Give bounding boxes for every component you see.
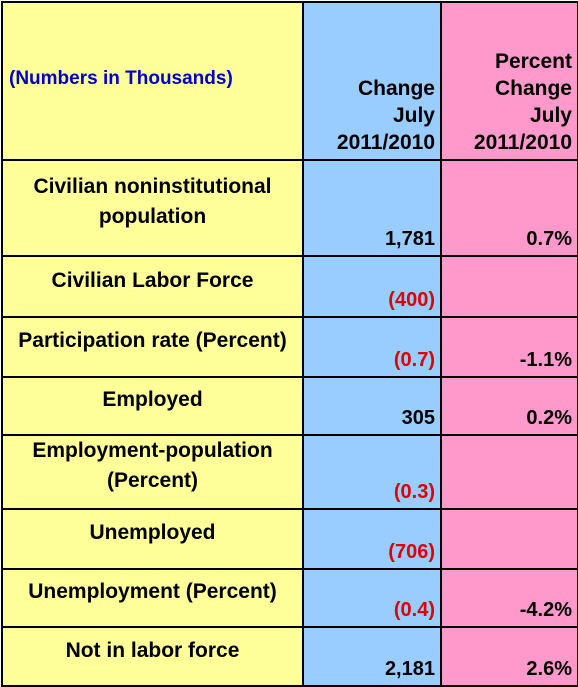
- percent-change-value: -4.2%: [440, 568, 578, 628]
- row-label: Unemployed: [89, 521, 216, 544]
- row-label: Not in labor force: [65, 638, 240, 662]
- percent-header-line: Percent: [494, 50, 572, 73]
- percent-change-value: [440, 508, 578, 570]
- change-value: (706): [302, 508, 442, 570]
- table-row: Participation rate (Percent) (0.7) -1.1%: [1, 316, 578, 378]
- row-label-cell: Unemployment (Percent): [1, 568, 304, 628]
- table-row: Unemployment (Percent) (0.4) -4.2%: [1, 568, 578, 628]
- percent-header-line: July: [529, 104, 572, 127]
- row-label-cell: Civilian Labor Force: [1, 255, 304, 318]
- row-label: Civilian noninstitutional population: [33, 175, 272, 228]
- row-label-cell: Participation rate (Percent): [1, 316, 304, 378]
- table-row: Civilian Labor Force (400): [1, 255, 578, 318]
- row-label-cell: Civilian noninstitutional population: [1, 159, 304, 257]
- percent-change-header: Percent Change July 2011/2010: [440, 1, 578, 161]
- row-label: Employed: [102, 388, 203, 411]
- row-label: Participation rate (Percent): [18, 329, 287, 352]
- change-header: Change July 2011/2010: [302, 1, 442, 161]
- change-value: (400): [302, 255, 442, 318]
- change-value: (0.3): [302, 434, 442, 510]
- table-row: Unemployed (706): [1, 508, 578, 570]
- header-row: (Numbers in Thousands) Change July 2011/…: [1, 1, 578, 161]
- table-row: Not in labor force 2,181 2.6%: [1, 626, 578, 687]
- table-row: Civilian noninstitutional population 1,78…: [1, 159, 578, 257]
- change-value: (0.7): [302, 316, 442, 378]
- row-label-cell: Unemployed: [1, 508, 304, 570]
- row-label-cell: Employment-population (Percent): [1, 434, 304, 510]
- units-header: (Numbers in Thousands): [1, 1, 304, 161]
- percent-header-line: Change: [494, 77, 572, 100]
- change-value: 305: [302, 376, 442, 436]
- table-row: Employed 305 0.2%: [1, 376, 578, 436]
- row-label-cell: Not in labor force: [1, 626, 304, 687]
- change-header-line: July: [392, 104, 435, 127]
- change-header-line: Change: [357, 77, 435, 100]
- row-label-cell: Employed: [1, 376, 304, 436]
- change-value: (0.4): [302, 568, 442, 628]
- percent-change-value: 0.7%: [440, 159, 578, 257]
- change-header-line: 2011/2010: [336, 131, 435, 154]
- change-value: 2,181: [302, 626, 442, 687]
- percent-change-value: [440, 434, 578, 510]
- row-label: Unemployment (Percent): [28, 580, 277, 603]
- percent-header-line: 2011/2010: [473, 131, 572, 154]
- row-label: Civilian Labor Force: [51, 268, 254, 292]
- table-row: Employment-population (Percent) (0.3): [1, 434, 578, 510]
- percent-change-value: 0.2%: [440, 376, 578, 436]
- row-label: Employment-population (Percent): [32, 439, 273, 492]
- change-value: 1,781: [302, 159, 442, 257]
- percent-change-value: [440, 255, 578, 318]
- percent-change-value: 2.6%: [440, 626, 578, 687]
- percent-change-value: -1.1%: [440, 316, 578, 378]
